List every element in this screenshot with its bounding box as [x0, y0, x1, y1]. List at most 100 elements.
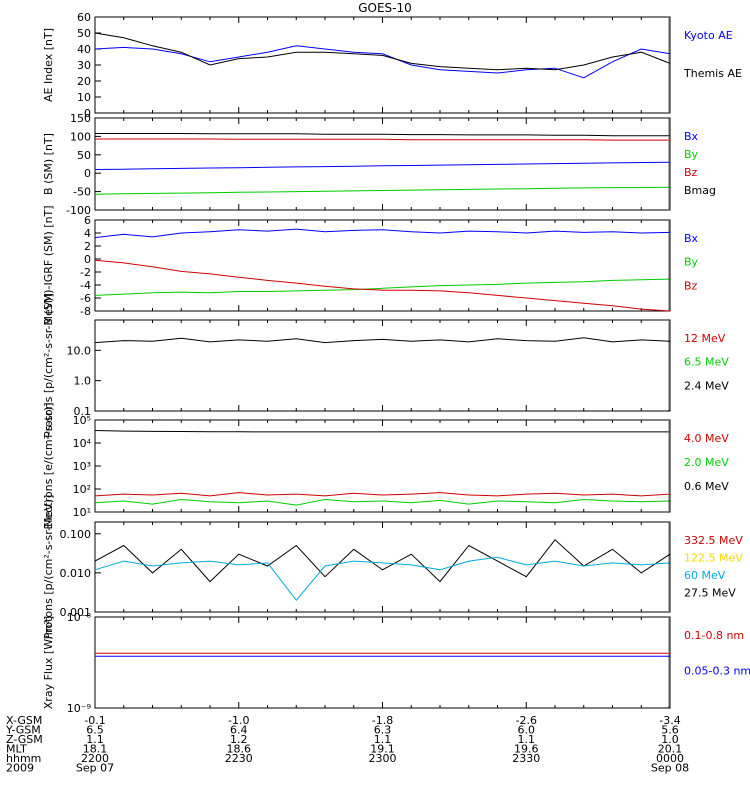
panel-frame: [94, 219, 671, 312]
y-tick-label: 50: [77, 27, 91, 40]
y-tick-label: -4: [80, 279, 91, 292]
footer-row-label: Y-GSM: [5, 724, 41, 737]
legend-entry: Bx: [684, 130, 699, 143]
legend-entry: 6.5 MeV: [684, 356, 729, 369]
footer-value: 2330: [512, 752, 540, 765]
legend-entry: By: [684, 256, 699, 269]
y-axis-label: Protons [p/(cm²-s-sr-MeV)]: [42, 293, 55, 438]
legend-entry: Bmag: [684, 184, 716, 197]
panel-frame: [94, 521, 671, 613]
panel-ae: 60 50 40 30 20 10 0 AE Index [nT] Kyoto AE Themis…: [42, 11, 742, 120]
series-by: [94, 186, 671, 195]
legend-entry: 27.5 MeV: [684, 587, 736, 600]
footer-value: 6.5: [86, 724, 104, 737]
series-by: [94, 278, 671, 296]
footer-value: 6.3: [374, 724, 392, 737]
legend-entry: 2.4 MeV: [684, 379, 729, 392]
legend-entry: Bz: [684, 166, 698, 179]
series-bmag: [95, 133, 670, 137]
series-27-5-mev: [94, 539, 671, 583]
footer-value: 1.1: [374, 733, 392, 746]
footer-row-label: MLT: [6, 743, 27, 756]
y-tick-label: 0: [84, 107, 91, 120]
y-tick-label: 10.0: [67, 344, 92, 357]
y-tick-label: 0.001: [60, 606, 92, 619]
footer-value: 1.1: [86, 733, 104, 746]
legend-entry: Bx: [684, 232, 699, 245]
legend-entry: 0.1-0.8 nm: [684, 629, 744, 642]
footer-value: 2230: [225, 752, 253, 765]
y-tick-label: 10⁻⁸: [67, 611, 92, 624]
y-tick-label: -8: [80, 305, 91, 318]
footer-value: 6.4: [230, 724, 248, 737]
footer-value: -1.8: [372, 714, 393, 727]
y-axis-label: AE Index [nT]: [42, 28, 55, 102]
y-tick-label: 4: [84, 227, 91, 240]
y-tick-label: 150: [70, 112, 91, 125]
series-bz: [94, 259, 671, 312]
footer-value: 19.6: [514, 743, 539, 756]
footer-value: 6.0: [518, 724, 536, 737]
series-bx: [94, 228, 671, 239]
panel-xray: 10⁻⁸ 10⁻⁹ Xray Flux [W/m²] 0.1-0.8 nm 0.05-0…: [42, 611, 750, 715]
footer-value: 2300: [369, 752, 397, 765]
series-bx: [94, 161, 671, 170]
legend-entry: 4.0 MeV: [684, 432, 729, 445]
panel-frame: [94, 319, 671, 412]
y-axis-label: B (SM) [nT]: [42, 133, 55, 195]
footer-value: -0.1: [84, 714, 105, 727]
footer-value: 0000: [656, 752, 684, 765]
y-axis-label: Protons [p/(cm²-s-sr-MeV)]: [42, 495, 55, 640]
footer-value: 1.1: [518, 733, 536, 746]
y-tick-label: 0: [84, 253, 91, 266]
series-4-0-mev: [94, 492, 671, 497]
y-axis-label: B (SM)-IGRF (SM) [nT]: [42, 205, 55, 325]
footer-value: Sep 07: [76, 762, 114, 775]
y-tick-label: 0.010: [60, 567, 92, 580]
series-0-6-mev: [94, 430, 670, 433]
y-tick-label: 40: [77, 43, 91, 56]
y-tick-label: 10⁵: [73, 414, 91, 427]
legend-entry: Themis AE: [683, 67, 742, 80]
legend-entry: 332.5 MeV: [684, 534, 743, 547]
legend-entry: 2.0 MeV: [684, 456, 729, 469]
y-tick-label: 0: [84, 167, 91, 180]
series-themis-ae: [94, 32, 671, 71]
legend-entry: 0.05-0.3 nm: [684, 665, 750, 678]
footer-value: 19.1: [370, 743, 395, 756]
footer-ephemeris: X-GSM -0.1 -1.0 -1.8 -2.6 -3.4 Y-GSM 6.5 6.4 6.3 6…: [5, 714, 689, 775]
series-60-mev: [94, 556, 671, 601]
y-axis-label: Electrons [e/(cm²-s-sr)]: [42, 402, 55, 529]
footer-value: 5.6: [661, 724, 679, 737]
legend-entry: 122.5 MeV: [684, 552, 743, 565]
y-tick-label: 60: [77, 11, 91, 24]
legend-entry: By: [684, 148, 699, 161]
footer-value: 1.0: [661, 733, 679, 746]
panel-protons1: 10.0 1.0 0.1 Protons [p/(cm²-s-sr-MeV)] 12 M…: [42, 293, 729, 438]
y-tick-label: 0.1: [74, 405, 92, 418]
footer-value: 18.1: [83, 743, 108, 756]
footer-row-label: X-GSM: [6, 714, 42, 727]
y-tick-label: 2: [84, 240, 91, 253]
series-bz: [95, 138, 670, 141]
series-2-4-mev: [94, 337, 671, 344]
panel-electrons: 10⁵ 10⁴ 10³ 10² 10¹ Electrons [e/(cm²-s-sr)] 4…: [42, 402, 729, 529]
footer-value: 18.6: [227, 743, 252, 756]
y-tick-label: -50: [73, 186, 91, 199]
footer-value: 2200: [81, 752, 109, 765]
footer-value: 20.1: [658, 743, 683, 756]
footer-value: -3.4: [659, 714, 680, 727]
series-2-0-mev: [94, 498, 671, 506]
y-axis-label: Xray Flux [W/m²]: [42, 616, 55, 709]
footer-value: Sep 08: [651, 762, 689, 775]
legend-entry: 12 MeV: [684, 332, 726, 345]
panel-frame: [94, 117, 671, 211]
y-tick-label: 10⁻⁹: [67, 702, 91, 715]
y-tick-label: 10⁴: [73, 437, 92, 450]
panel-frame: [94, 419, 671, 513]
chart-title: GOES-10: [358, 1, 412, 15]
series-kyoto-ae: [94, 45, 671, 79]
legend-entry: 60 MeV: [684, 569, 726, 582]
panel-bsm: 150 100 50 0 -50 -100 B (SM) [nT] Bx By Bz Bmag: [42, 112, 716, 217]
